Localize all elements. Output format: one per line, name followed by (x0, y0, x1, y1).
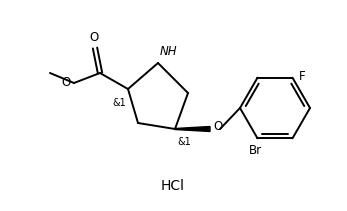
Text: F: F (298, 70, 305, 83)
Text: NH: NH (160, 45, 178, 58)
Text: O: O (62, 76, 71, 88)
Text: HCl: HCl (161, 179, 185, 193)
Text: &1: &1 (112, 98, 126, 108)
Polygon shape (175, 127, 210, 131)
Text: O: O (213, 120, 222, 134)
Text: O: O (90, 31, 99, 44)
Text: Br: Br (249, 144, 262, 157)
Text: &1: &1 (177, 137, 191, 147)
